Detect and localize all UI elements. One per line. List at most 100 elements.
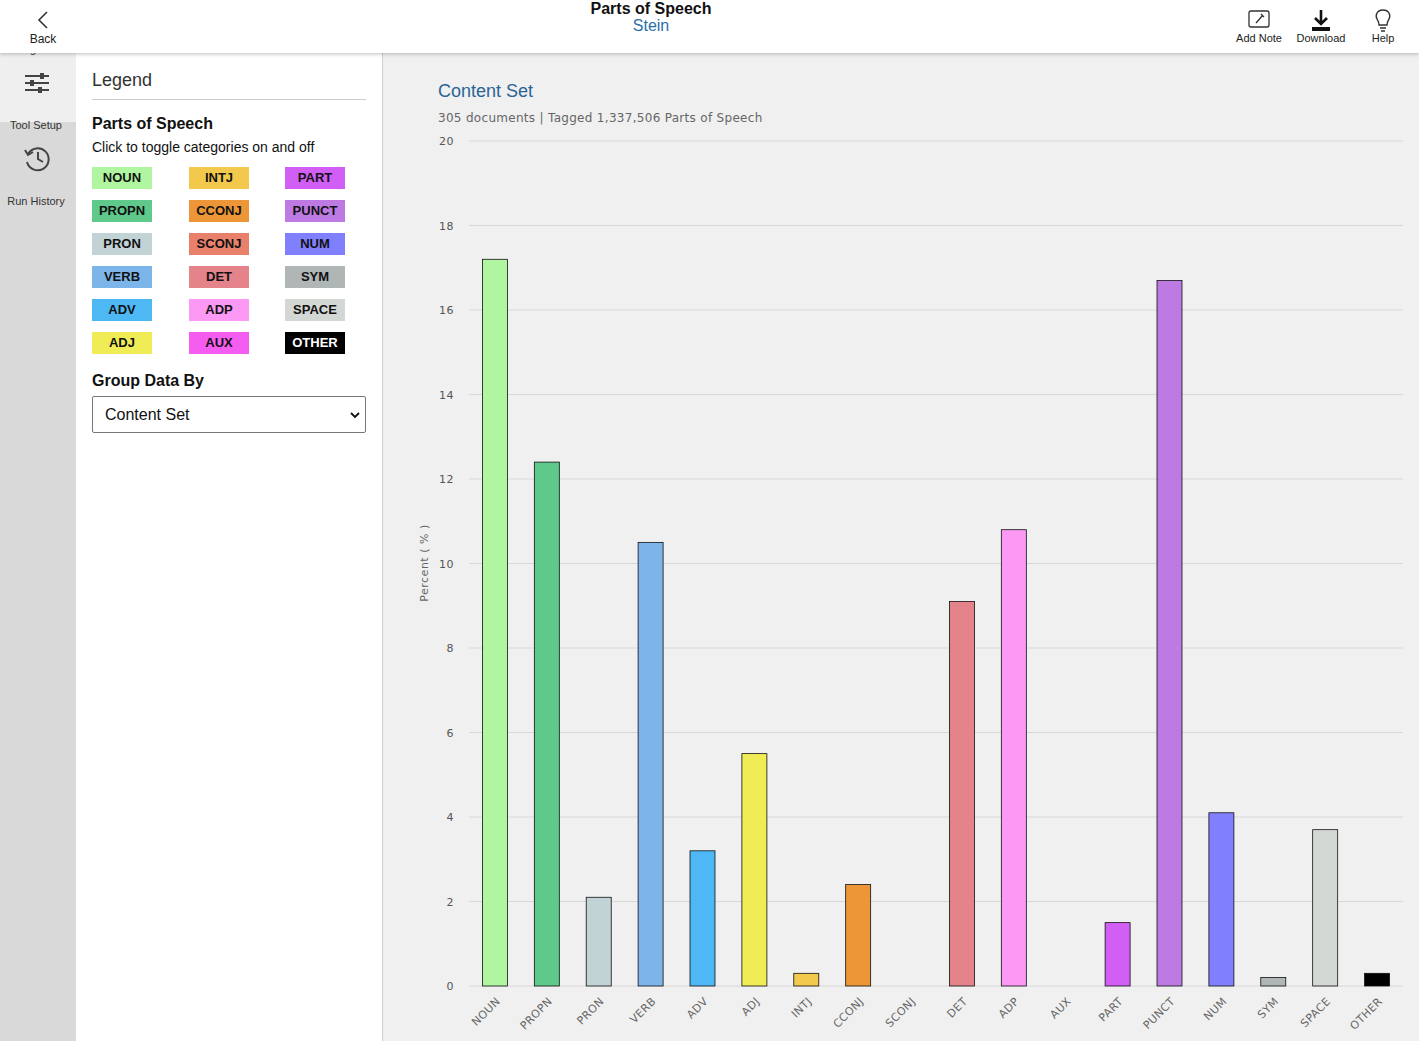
instruction: Click to toggle categories on and off [92,139,314,155]
bar [1157,280,1182,986]
x-tick-label: SPACE [1298,995,1333,1030]
y-tick-label: 12 [439,473,454,486]
section-title: Parts of Speech [92,115,213,133]
header: Back Parts of SpeechStein Add NoteDownload… [0,0,1419,53]
x-tick-label: OTHER [1348,995,1386,1033]
legend-toggle[interactable]: SYM [285,266,345,288]
chevron [39,12,47,28]
bar [846,885,871,986]
x-labels: NOUNPROPNPRONVERBADVADJINTJCCONJSCONJDET… [469,995,1385,1033]
key-shaft [26,7,35,17]
bar [1313,830,1338,986]
x-tick-label: NUM [1201,995,1229,1023]
legend-toggle[interactable]: NOUN [92,167,152,189]
legend-toggle[interactable]: OTHER [285,332,345,354]
legend-toggle[interactable]: ADP [189,299,249,321]
bar [638,542,663,986]
x-tick-label: PART [1096,995,1125,1024]
header-action[interactable]: Help [1343,32,1419,44]
chevron [351,413,359,417]
group-label: Group Data By [92,372,204,390]
grid-line [469,394,1403,395]
grid-line [469,310,1403,311]
setup-icon [22,68,52,98]
note-box [1249,11,1269,27]
y-tick-label: 10 [439,558,454,571]
y-tick-label: 6 [447,727,455,740]
legend-toggle[interactable]: VERB [92,266,152,288]
legend-toggle[interactable]: INTJ [189,167,249,189]
pencil [1256,14,1264,23]
x-tick-label: AUX [1047,995,1073,1021]
bar [742,754,767,986]
group-select[interactable]: Content Set [92,396,366,433]
bar [794,973,819,986]
bulb [1376,10,1390,25]
bar [482,259,507,986]
header-action[interactable]: Download [1281,32,1361,44]
legend-toggle[interactable]: PUNCT [285,200,345,222]
legend-toggle[interactable]: ADV [92,299,152,321]
bar [1261,978,1286,986]
legend-toggle[interactable]: NUM [285,233,345,255]
select-chevron [349,409,361,421]
legend-toggle[interactable]: AUX [189,332,249,354]
x-tick-label: ADJ [739,995,763,1019]
y-tick-label: 18 [439,220,454,233]
bar [898,986,923,987]
legend-toggle[interactable]: PROPN [92,200,152,222]
history-icon [22,144,52,174]
rail-tab[interactable]: Run History [0,195,72,207]
y-tick-label: 14 [439,389,454,402]
rail-tab[interactable]: Tool Setup [0,119,72,131]
download-icon [1306,6,1336,36]
note-icon [1244,6,1274,36]
knob [30,80,34,86]
bar [534,462,559,986]
x-tick-label: PROPN [518,995,555,1032]
back-button[interactable]: Back [23,32,63,46]
y-tick-label: 2 [447,896,455,909]
x-tick-label: ADV [684,995,711,1022]
x-tick-label: DET [944,995,970,1021]
page-subtitle: Stein [451,17,851,35]
legend-toggle[interactable]: PART [285,167,345,189]
legend-toggle[interactable]: CCONJ [189,200,249,222]
x-tick-label: SYM [1255,995,1281,1021]
key-head [32,0,49,10]
x-tick-label: VERB [627,995,658,1026]
legend-toggle[interactable]: PRON [92,233,152,255]
legend-panel: LegendParts of SpeechClick to toggle cat… [76,53,383,1041]
x-tick-label: SCONJ [883,995,918,1030]
bar [1001,530,1026,986]
grid-line [469,563,1403,564]
y-tick-label: 4 [447,811,455,824]
side-rail: LegendTool SetupRun History [0,53,76,1041]
x-tick-label: PUNCT [1141,995,1178,1032]
grid: 02468101214161820 [439,135,1403,993]
page-title: Parts of Speech [451,0,851,18]
x-tick-label: CCONJ [831,995,867,1031]
grid-line [469,648,1403,649]
chart-title: Content Set [438,81,533,101]
knob [40,73,44,79]
grid-line [469,817,1403,818]
bars [482,259,1389,986]
divider [92,99,366,100]
legend-toggle[interactable]: SCONJ [189,233,249,255]
legend-toggle[interactable]: ADJ [92,332,152,354]
clock-hands [25,150,43,162]
y-tick-label: 0 [447,980,455,993]
bar [1053,986,1078,987]
y-tick-label: 8 [447,642,455,655]
legend-toggle[interactable]: DET [189,266,249,288]
bar [1209,813,1234,986]
legend-toggle[interactable]: SPACE [285,299,345,321]
grid-line [469,479,1403,480]
select-value: Content Set [105,406,190,424]
bar [1105,923,1130,986]
bar [690,851,715,986]
y-axis-label: Percent ( % ) [418,524,431,601]
header-action[interactable]: Add Note [1219,32,1299,44]
x-tick-label: INTJ [789,995,814,1020]
